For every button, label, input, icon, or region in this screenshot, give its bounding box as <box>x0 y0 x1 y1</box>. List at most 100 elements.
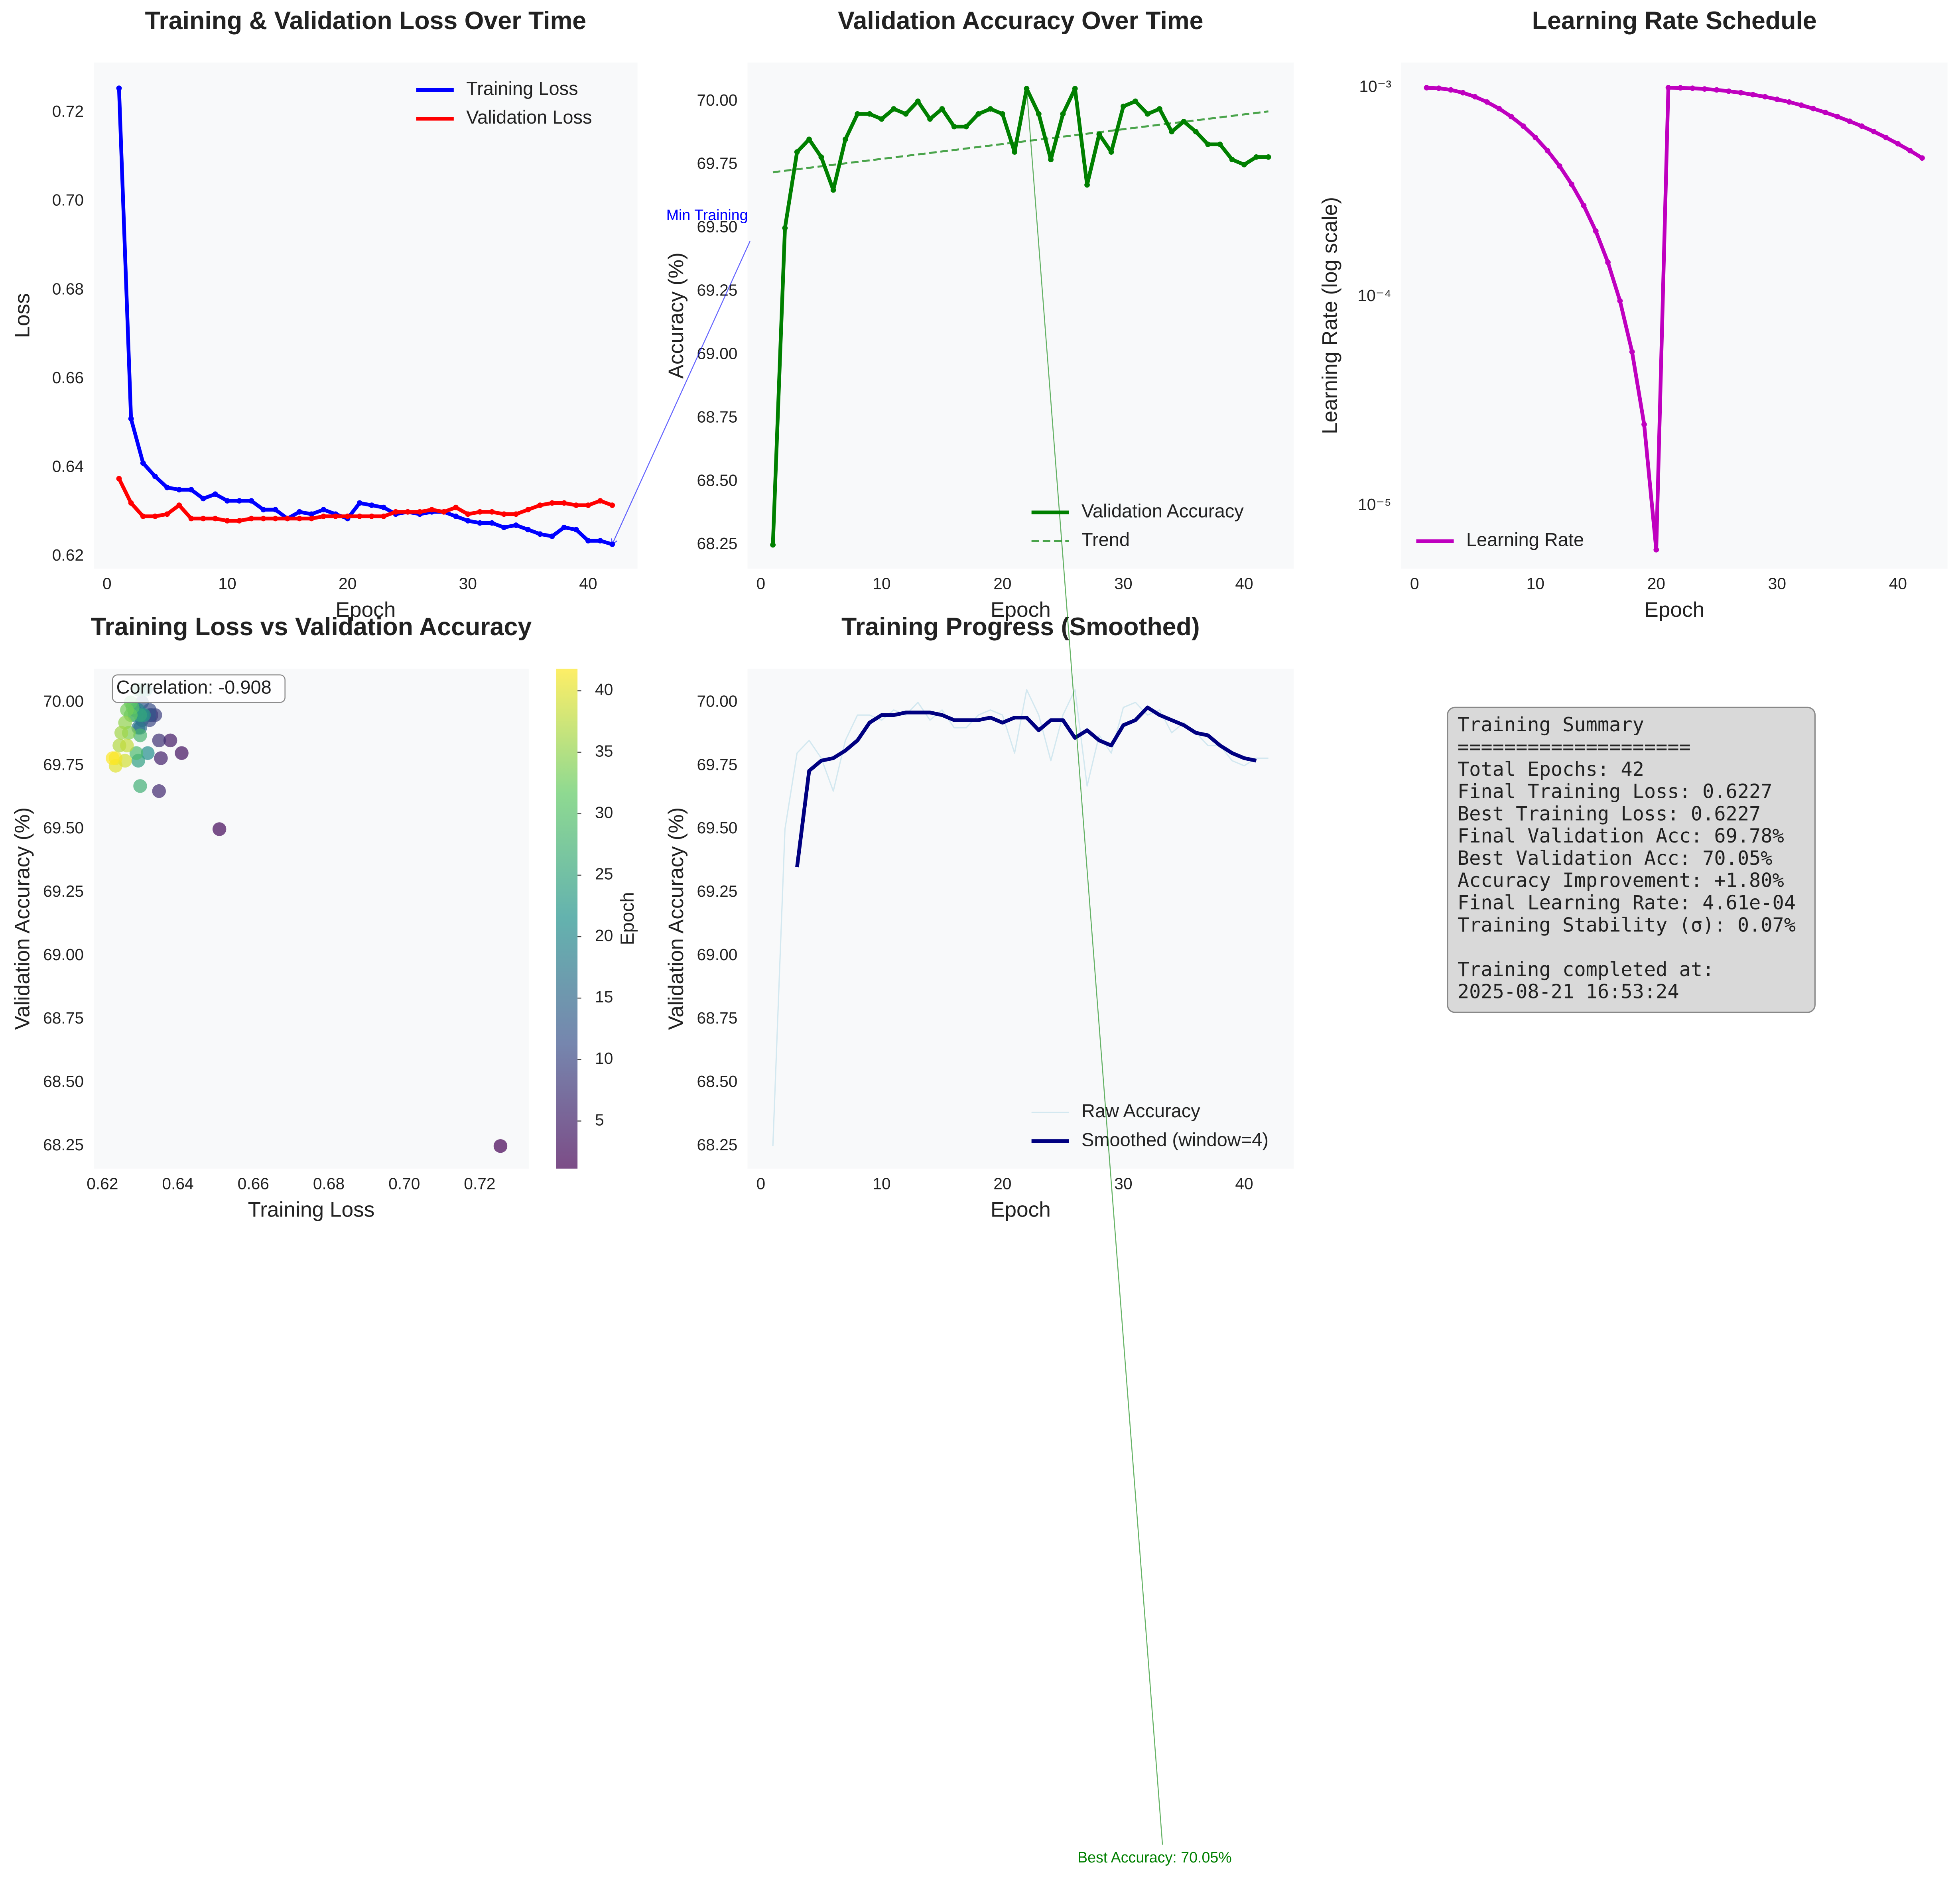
y-tick-label: 68.50 <box>697 471 737 489</box>
series-marker <box>1690 85 1696 91</box>
x-tick-label: 0.72 <box>464 1174 495 1193</box>
series-marker <box>212 516 218 522</box>
series-marker <box>561 524 567 530</box>
series-marker <box>879 116 884 122</box>
series-marker <box>260 507 266 513</box>
x-tick-label: 10 <box>873 1174 890 1193</box>
x-tick-label: 40 <box>1235 575 1253 593</box>
scatter-point <box>106 751 120 765</box>
colorbar-label: Epoch <box>617 892 638 945</box>
series-marker <box>1012 149 1018 155</box>
y-tick-label: 68.75 <box>697 1009 737 1027</box>
summary-box <box>1447 707 1816 1013</box>
series-marker <box>891 106 897 112</box>
series-marker <box>465 518 471 524</box>
x-tick-label: 0 <box>756 575 765 593</box>
x-tick-label: 40 <box>579 575 597 593</box>
x-tick-label: 10 <box>873 575 890 593</box>
series-marker <box>152 514 158 519</box>
series-line <box>795 705 1257 868</box>
summary-line: Accuracy Improvement: +1.80% <box>1458 870 1784 892</box>
series-marker <box>1798 102 1804 108</box>
colorbar-tick-label: 20 <box>595 926 613 945</box>
series-marker <box>297 509 302 515</box>
y-tick-label: 68.75 <box>697 407 737 426</box>
x-tick-label: 30 <box>1768 575 1786 593</box>
y-axis-label: Accuracy (%) <box>664 252 688 379</box>
y-tick-label: 68.25 <box>697 534 737 553</box>
series-marker <box>1133 98 1139 104</box>
summary-line: Final Validation Acc: 69.78% <box>1458 825 1784 847</box>
series-marker <box>597 538 603 544</box>
series-marker <box>164 484 170 490</box>
series-marker <box>1060 111 1066 117</box>
y-tick-label: 0.64 <box>52 457 84 475</box>
scatter-point <box>133 779 147 793</box>
series-marker <box>1714 87 1720 93</box>
series-marker <box>1629 349 1635 355</box>
series-marker <box>1229 157 1235 163</box>
series-marker <box>1702 86 1708 92</box>
series-marker <box>1641 421 1647 427</box>
series-marker <box>975 111 981 117</box>
series-marker <box>915 98 921 104</box>
series-marker <box>417 509 423 515</box>
x-tick-label: 0 <box>1410 575 1419 593</box>
colorbar-tick-label: 15 <box>595 988 613 1006</box>
y-axis-label: Learning Rate (log scale) <box>1318 197 1341 434</box>
colorbar-tick-label: 40 <box>595 680 613 699</box>
series-marker <box>236 498 242 504</box>
x-tick-label: 20 <box>339 575 357 593</box>
y-tick-label: 69.25 <box>697 281 737 299</box>
y-axis-label: Loss <box>11 293 34 338</box>
colorbar <box>556 668 578 1169</box>
series-marker <box>429 507 435 513</box>
scatter-point <box>129 746 144 760</box>
summary-line: Best Training Loss: 0.6227 <box>1458 803 1761 825</box>
series-marker <box>806 136 812 142</box>
series-marker <box>272 516 278 522</box>
series-marker <box>1048 157 1054 163</box>
series-marker <box>1750 92 1756 98</box>
series-marker <box>1521 123 1526 129</box>
summary-line: Best Validation Acc: 70.05% <box>1458 847 1773 870</box>
x-tick-label: 0.68 <box>313 1174 345 1193</box>
series-marker <box>609 502 615 508</box>
series-marker <box>1241 162 1247 167</box>
series-marker <box>309 516 315 522</box>
series-marker <box>1738 90 1744 96</box>
series-marker <box>1144 111 1150 117</box>
legend-label: Validation Accuracy <box>1081 500 1244 522</box>
series-marker <box>357 514 362 519</box>
y-tick-label: 10⁻⁴ <box>1357 286 1391 305</box>
series-marker <box>1217 142 1223 147</box>
x-tick-label: 0.62 <box>87 1174 118 1193</box>
legend-label: Smoothed (window=4) <box>1081 1129 1269 1150</box>
series-marker <box>1472 94 1478 100</box>
series-marker <box>1084 182 1090 188</box>
y-tick-label: 70.00 <box>43 692 84 710</box>
legend-label: Learning Rate <box>1466 529 1584 550</box>
x-tick-label: 30 <box>1114 1174 1132 1193</box>
series-marker <box>1919 155 1925 161</box>
series-marker <box>393 509 399 515</box>
x-tick-label: 30 <box>1114 575 1132 593</box>
series-marker <box>441 509 447 515</box>
series-marker <box>1907 148 1913 154</box>
chart-title: Training & Validation Loss Over Time <box>145 7 587 35</box>
series-marker <box>188 516 194 522</box>
series-marker <box>537 502 543 508</box>
scatter-point <box>120 703 134 717</box>
series-marker <box>501 511 507 517</box>
y-tick-label: 0.70 <box>52 191 84 209</box>
series-marker <box>176 502 182 508</box>
y-tick-label: 69.50 <box>697 819 737 837</box>
y-axis-label: Validation Accuracy (%) <box>11 807 34 1030</box>
y-tick-label: 69.75 <box>43 755 84 774</box>
x-axis-label: Epoch <box>1644 598 1704 622</box>
colorbar-tick-label: 25 <box>595 865 613 883</box>
series-marker <box>248 516 254 522</box>
scatter-point <box>133 728 147 742</box>
series-marker <box>818 154 824 160</box>
